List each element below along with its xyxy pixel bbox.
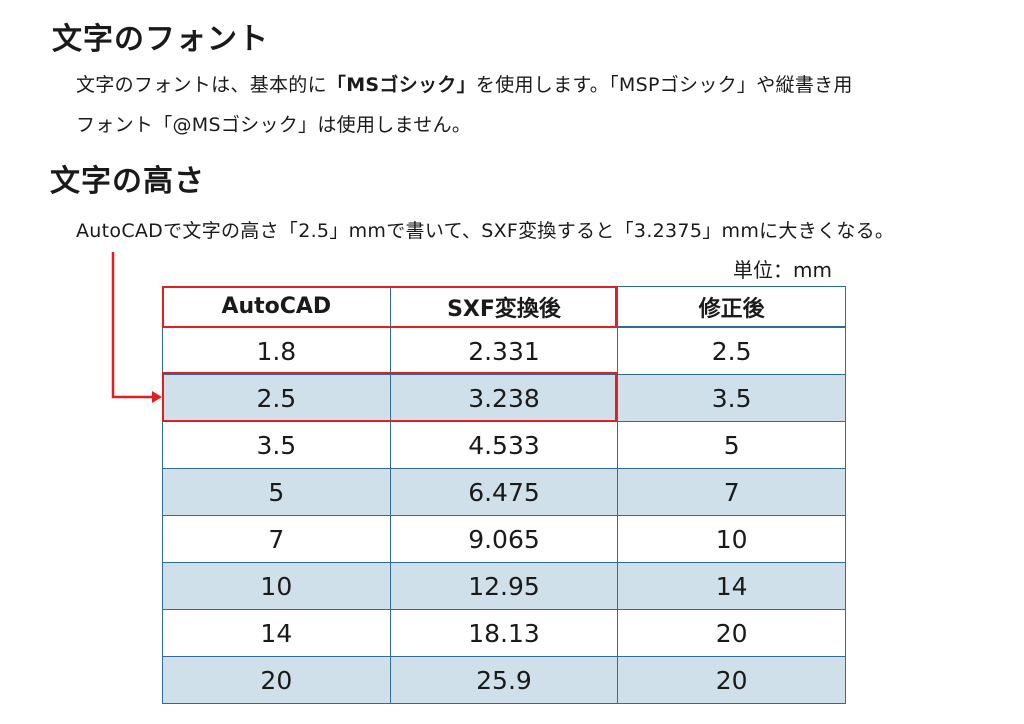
heading-font: 文字のフォント: [52, 22, 269, 57]
cell-autocad: 2.5: [162, 374, 391, 422]
font-text-post: を使用します。「MSPゴシック」や縦書き用: [475, 74, 853, 96]
table-row: 10 12.95 14: [162, 562, 846, 610]
cell-sxf: 6.475: [389, 468, 619, 516]
header-corrected: 修正後: [617, 286, 846, 328]
cell-sxf: 25.9: [389, 656, 619, 704]
arrow-line: [111, 252, 154, 399]
cell-corrected: 3.5: [617, 374, 846, 422]
heading-height: 文字の高さ: [50, 164, 205, 199]
table-row: 20 25.9 20: [162, 656, 846, 704]
table-row: 1.8 2.331 2.5: [162, 326, 846, 375]
table-row: 14 18.13 20: [162, 609, 846, 657]
cell-autocad: 14: [162, 609, 391, 657]
table-row: 3.5 4.533 5: [162, 421, 846, 469]
cell-sxf: 18.13: [389, 609, 619, 657]
cell-autocad: 20: [162, 656, 391, 704]
cell-corrected: 14: [617, 562, 846, 610]
conversion-table: AutoCAD SXF変換後 修正後 1.8 2.331 2.5 2.5 3.238 3…: [162, 286, 846, 704]
cell-autocad: 7: [162, 515, 391, 563]
font-text-pre: 文字のフォントは、基本的に: [76, 74, 327, 96]
cell-autocad: 5: [162, 468, 391, 516]
cell-sxf: 12.95: [389, 562, 619, 610]
cell-corrected: 20: [617, 656, 846, 704]
cell-corrected: 2.5: [617, 326, 846, 375]
height-paragraph: AutoCADで文字の高さ「2.5」mmで書いて、SXF変換すると「3.2375…: [76, 220, 895, 242]
font-paragraph-line1: 文字のフォントは、基本的に「MSゴシック」を使用します。「MSPゴシック」や縦書…: [76, 72, 853, 98]
unit-label: 単位：mm: [733, 258, 832, 282]
font-text-bold: 「MSゴシック」: [326, 74, 476, 96]
cell-corrected: 10: [617, 515, 846, 563]
cell-corrected: 20: [617, 609, 846, 657]
cell-corrected: 5: [617, 421, 846, 469]
cell-sxf: 9.065: [389, 515, 619, 563]
font-paragraph-line2: フォント「@MSゴシック」は使用しません。: [76, 114, 472, 136]
header-autocad: AutoCAD: [162, 286, 391, 328]
table-row: 2.5 3.238 3.5: [162, 374, 846, 422]
table-row: 7 9.065 10: [162, 515, 846, 563]
cell-autocad: 10: [162, 562, 391, 610]
highlight-header-box: [162, 286, 617, 328]
cell-autocad: 3.5: [162, 421, 391, 469]
cell-autocad: 1.8: [162, 326, 391, 375]
cell-corrected: 7: [617, 468, 846, 516]
cell-sxf: 2.331: [389, 326, 619, 375]
highlight-row-box: [162, 372, 617, 422]
arrow-head: [152, 391, 162, 403]
cell-sxf: 4.533: [389, 421, 619, 469]
table-row: 5 6.475 7: [162, 468, 846, 516]
cell-sxf: 3.238: [389, 374, 619, 422]
table-header-row: AutoCAD SXF変換後 修正後: [162, 286, 846, 328]
